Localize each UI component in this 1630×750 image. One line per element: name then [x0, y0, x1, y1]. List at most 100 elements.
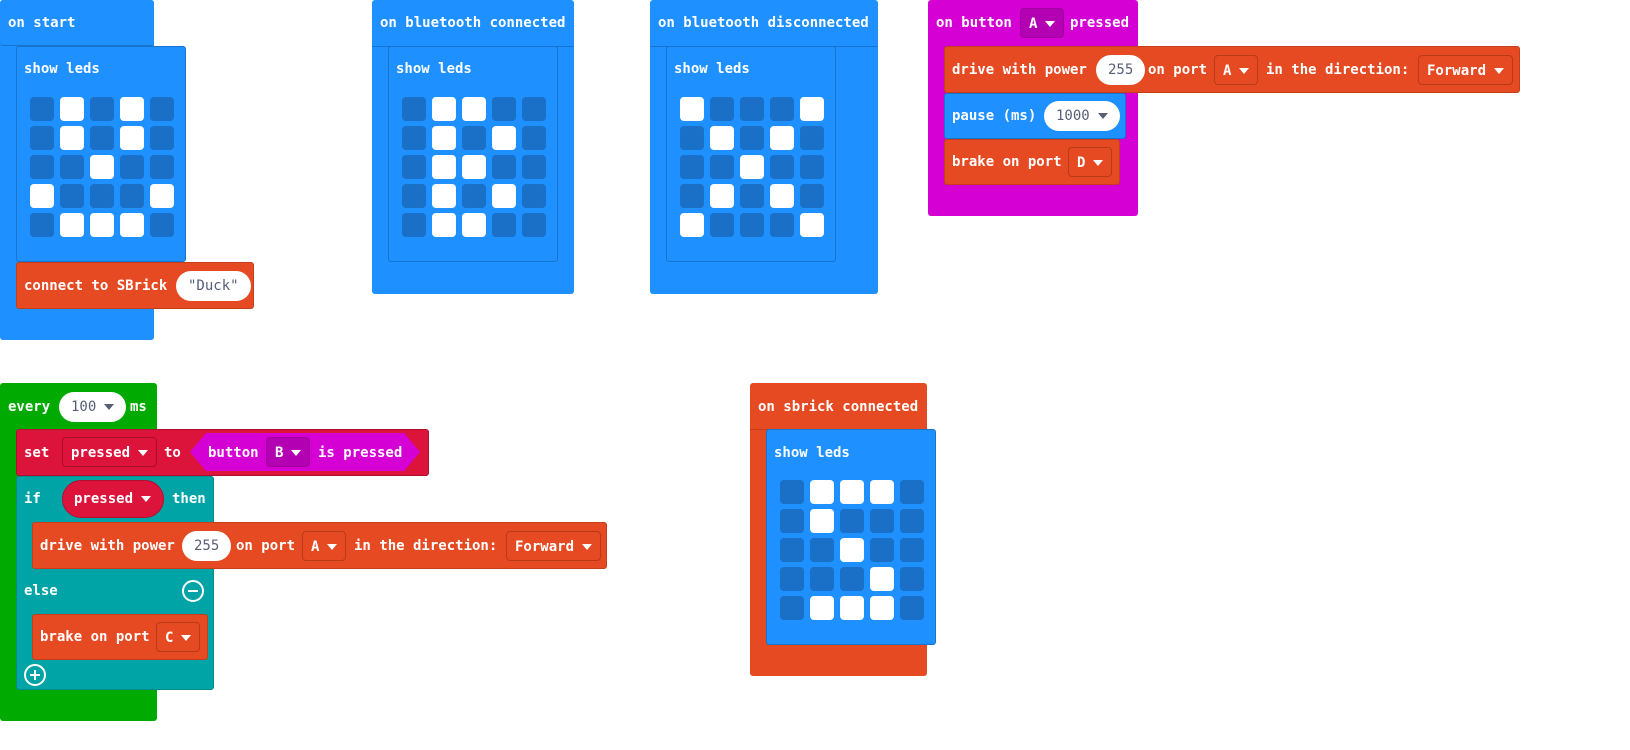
led-off[interactable]: [780, 567, 804, 591]
led-on[interactable]: [120, 97, 144, 121]
led-off[interactable]: [870, 509, 894, 533]
led-off[interactable]: [150, 97, 174, 121]
led-on[interactable]: [810, 509, 834, 533]
led-off[interactable]: [780, 480, 804, 504]
led-on[interactable]: [800, 213, 824, 237]
led-off[interactable]: [150, 213, 174, 237]
led-on[interactable]: [60, 97, 84, 121]
variable-dropdown[interactable]: pressed: [62, 437, 158, 467]
led-on[interactable]: [462, 213, 486, 237]
led-on[interactable]: [870, 596, 894, 620]
led-on[interactable]: [120, 126, 144, 150]
led-on[interactable]: [60, 126, 84, 150]
led-on[interactable]: [432, 126, 456, 150]
led-off[interactable]: [740, 97, 764, 121]
power-input[interactable]: 255: [182, 531, 232, 561]
led-off[interactable]: [710, 155, 734, 179]
led-off[interactable]: [120, 184, 144, 208]
led-off[interactable]: [800, 155, 824, 179]
button-dropdown[interactable]: A: [1020, 8, 1065, 38]
led-on[interactable]: [680, 97, 704, 121]
sbrick-name-input[interactable]: "Duck": [176, 271, 251, 301]
led-off[interactable]: [800, 184, 824, 208]
direction-dropdown[interactable]: Forward: [1418, 55, 1514, 85]
led-off[interactable]: [840, 567, 864, 591]
led-grid[interactable]: [780, 480, 930, 630]
led-on[interactable]: [492, 126, 516, 150]
pause-value-dropdown[interactable]: 1000: [1044, 101, 1120, 131]
led-on[interactable]: [492, 184, 516, 208]
led-on[interactable]: [30, 184, 54, 208]
port-dropdown[interactable]: A: [302, 531, 347, 561]
led-off[interactable]: [30, 126, 54, 150]
led-off[interactable]: [402, 155, 426, 179]
led-off[interactable]: [522, 213, 546, 237]
led-on[interactable]: [432, 213, 456, 237]
led-off[interactable]: [780, 538, 804, 562]
led-off[interactable]: [60, 184, 84, 208]
button-dropdown[interactable]: B: [266, 437, 311, 467]
add-else-if-icon[interactable]: [24, 664, 46, 686]
led-on[interactable]: [680, 213, 704, 237]
led-on[interactable]: [90, 155, 114, 179]
led-off[interactable]: [900, 509, 924, 533]
led-off[interactable]: [522, 155, 546, 179]
led-off[interactable]: [810, 538, 834, 562]
led-off[interactable]: [402, 126, 426, 150]
led-on[interactable]: [150, 184, 174, 208]
led-off[interactable]: [522, 97, 546, 121]
led-off[interactable]: [402, 213, 426, 237]
led-on[interactable]: [840, 480, 864, 504]
led-off[interactable]: [680, 184, 704, 208]
led-on[interactable]: [740, 155, 764, 179]
led-off[interactable]: [810, 567, 834, 591]
led-off[interactable]: [740, 126, 764, 150]
port-dropdown[interactable]: A: [1214, 55, 1259, 85]
led-grid[interactable]: [402, 97, 552, 247]
led-on[interactable]: [120, 213, 144, 237]
led-on[interactable]: [840, 596, 864, 620]
led-off[interactable]: [900, 567, 924, 591]
led-off[interactable]: [492, 213, 516, 237]
led-off[interactable]: [492, 97, 516, 121]
led-on[interactable]: [770, 126, 794, 150]
led-off[interactable]: [150, 155, 174, 179]
led-off[interactable]: [522, 126, 546, 150]
led-on[interactable]: [710, 184, 734, 208]
led-off[interactable]: [90, 97, 114, 121]
led-off[interactable]: [120, 155, 144, 179]
led-grid[interactable]: [30, 97, 180, 247]
led-off[interactable]: [710, 97, 734, 121]
led-off[interactable]: [30, 213, 54, 237]
led-off[interactable]: [780, 509, 804, 533]
led-off[interactable]: [740, 184, 764, 208]
led-off[interactable]: [770, 97, 794, 121]
led-off[interactable]: [870, 538, 894, 562]
led-off[interactable]: [30, 97, 54, 121]
led-on[interactable]: [770, 184, 794, 208]
power-input[interactable]: 255: [1096, 55, 1146, 85]
led-off[interactable]: [740, 213, 764, 237]
led-on[interactable]: [870, 480, 894, 504]
led-off[interactable]: [462, 126, 486, 150]
led-on[interactable]: [462, 97, 486, 121]
led-off[interactable]: [402, 97, 426, 121]
led-on[interactable]: [710, 126, 734, 150]
led-on[interactable]: [810, 480, 834, 504]
led-on[interactable]: [810, 596, 834, 620]
led-off[interactable]: [60, 155, 84, 179]
led-off[interactable]: [770, 155, 794, 179]
led-off[interactable]: [522, 184, 546, 208]
direction-dropdown[interactable]: Forward: [506, 531, 602, 561]
led-off[interactable]: [900, 596, 924, 620]
led-on[interactable]: [870, 567, 894, 591]
led-off[interactable]: [30, 155, 54, 179]
led-off[interactable]: [90, 184, 114, 208]
led-off[interactable]: [900, 538, 924, 562]
led-off[interactable]: [90, 126, 114, 150]
led-on[interactable]: [462, 155, 486, 179]
brake-port-dropdown[interactable]: C: [156, 622, 201, 652]
led-off[interactable]: [840, 509, 864, 533]
remove-else-icon[interactable]: [182, 580, 204, 602]
led-grid[interactable]: [680, 97, 830, 247]
